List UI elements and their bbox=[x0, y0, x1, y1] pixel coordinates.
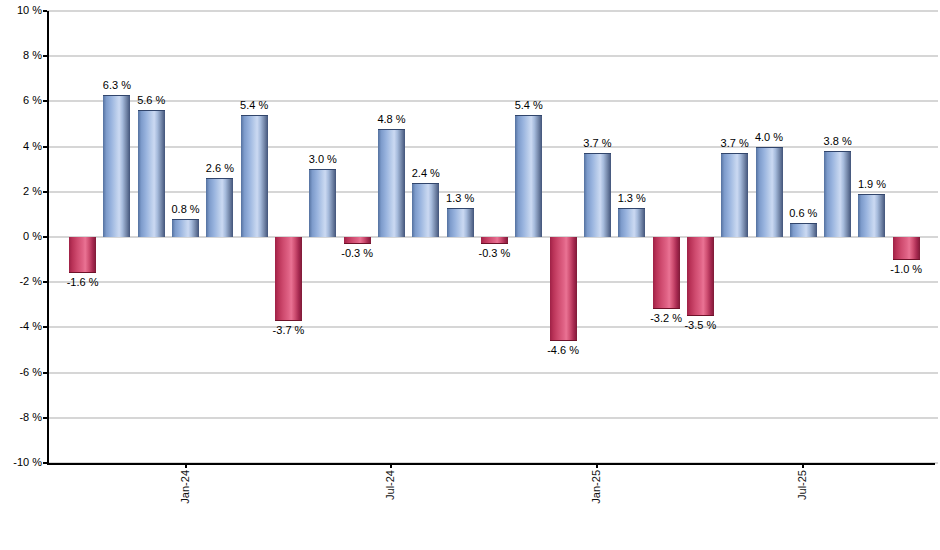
bar-value-label: 2.4 % bbox=[398, 167, 454, 180]
gridline bbox=[47, 326, 938, 328]
x-axis-tick-label: Jan-25 bbox=[589, 470, 603, 504]
y-axis-label: 10 % bbox=[0, 4, 42, 17]
bar-value-label: 0.6 % bbox=[775, 207, 831, 220]
bar-value-label: 3.8 % bbox=[810, 135, 866, 148]
bar bbox=[893, 237, 920, 260]
bar bbox=[241, 115, 268, 237]
gridline bbox=[47, 146, 938, 148]
y-axis-label: -6 % bbox=[0, 366, 42, 379]
x-axis-tick bbox=[596, 463, 598, 468]
y-axis-line bbox=[47, 11, 49, 465]
gridline bbox=[47, 191, 938, 193]
bar-value-label: 3.0 % bbox=[295, 153, 351, 166]
bar-value-label: 5.4 % bbox=[501, 99, 557, 112]
bar bbox=[550, 237, 577, 341]
y-axis-label: -4 % bbox=[0, 320, 42, 333]
bar bbox=[790, 223, 817, 237]
y-axis-label: 6 % bbox=[0, 94, 42, 107]
bar bbox=[103, 95, 130, 237]
bar bbox=[309, 169, 336, 237]
x-axis-tick-label: Jul-24 bbox=[383, 470, 397, 500]
bar-value-label: 6.3 % bbox=[89, 79, 145, 92]
bar bbox=[618, 208, 645, 237]
bar-value-label: -4.6 % bbox=[535, 344, 591, 357]
bar bbox=[653, 237, 680, 309]
bar-value-label: 2.6 % bbox=[192, 162, 248, 175]
gridline bbox=[47, 100, 938, 102]
bar-value-label: -3.7 % bbox=[261, 324, 317, 337]
y-axis-label: 4 % bbox=[0, 140, 42, 153]
y-axis-label: 8 % bbox=[0, 49, 42, 62]
gridline bbox=[47, 281, 938, 283]
bar-value-label: 5.4 % bbox=[226, 99, 282, 112]
x-axis-tick bbox=[802, 463, 804, 468]
bar bbox=[824, 151, 851, 237]
bar-value-label: 0.8 % bbox=[158, 203, 214, 216]
bar bbox=[858, 194, 885, 237]
y-axis-label: 2 % bbox=[0, 185, 42, 198]
y-axis-label: -8 % bbox=[0, 411, 42, 424]
bar-value-label: 1.3 % bbox=[432, 192, 488, 205]
bar-value-label: 1.9 % bbox=[844, 178, 900, 191]
bar bbox=[447, 208, 474, 237]
y-axis-label: -2 % bbox=[0, 275, 42, 288]
monthly-returns-bar-chart: 10 % 8 % 6 % 4 % 2 % 0 % -2 % -4 % -6 % -8 % -10 %… bbox=[0, 0, 940, 550]
gridline bbox=[47, 55, 938, 57]
bar-value-label: 4.0 % bbox=[741, 131, 797, 144]
x-axis-tick-label: Jan-24 bbox=[178, 470, 192, 504]
bar-value-label: 3.7 % bbox=[569, 137, 625, 150]
bar bbox=[275, 237, 302, 321]
bar bbox=[756, 147, 783, 237]
gridline bbox=[47, 417, 938, 419]
y-axis-label: 0 % bbox=[0, 230, 42, 243]
bar-value-label: 5.6 % bbox=[123, 94, 179, 107]
bar bbox=[721, 153, 748, 237]
bar-value-label: 1.3 % bbox=[604, 192, 660, 205]
bar-value-label: -1.6 % bbox=[55, 276, 111, 289]
bar bbox=[172, 219, 199, 237]
bar bbox=[687, 237, 714, 316]
y-axis-label: -10 % bbox=[0, 456, 42, 469]
gridline bbox=[47, 372, 938, 374]
bar-value-label: 4.8 % bbox=[363, 113, 419, 126]
bar-value-label: -3.5 % bbox=[672, 319, 728, 332]
x-axis-tick bbox=[390, 463, 392, 468]
x-axis-tick-label: Jul-25 bbox=[795, 470, 809, 500]
bar-value-label: -0.3 % bbox=[329, 247, 385, 260]
gridline bbox=[47, 10, 938, 12]
bar bbox=[515, 115, 542, 237]
bar bbox=[344, 237, 371, 244]
bar bbox=[138, 110, 165, 237]
bar-value-label: -0.3 % bbox=[466, 247, 522, 260]
bar-value-label: -1.0 % bbox=[878, 263, 934, 276]
bar bbox=[481, 237, 508, 244]
bar bbox=[69, 237, 96, 273]
bar bbox=[378, 129, 405, 237]
x-axis-tick bbox=[185, 463, 187, 468]
